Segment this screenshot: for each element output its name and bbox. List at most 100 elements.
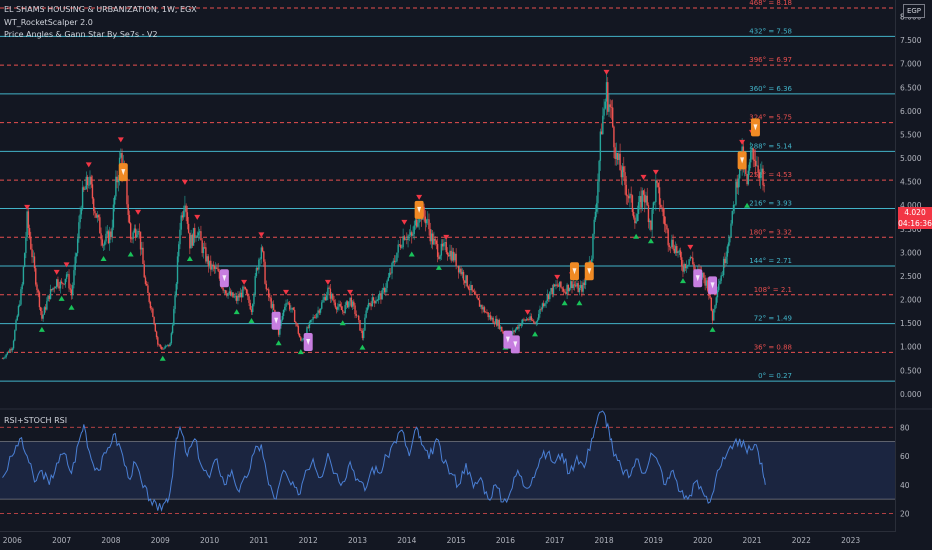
candle-body (150, 308, 153, 309)
candle-body (201, 240, 203, 254)
time-axis-tick: 2009 (151, 536, 170, 545)
gann-level-label: 216° = 3.93 (749, 199, 792, 207)
candle-body (102, 245, 105, 246)
candle-body (486, 312, 488, 313)
candle-body (69, 288, 71, 290)
candle-body (289, 303, 291, 310)
candle-body (713, 309, 715, 321)
candle-body (483, 307, 486, 313)
candle-body (757, 165, 759, 173)
candle-body (162, 348, 164, 350)
indicator-gann-star[interactable]: Price Angles & Gann Star By Se7s - V2 (4, 30, 158, 39)
candle-body (208, 260, 211, 267)
candle-body (56, 279, 58, 288)
candle-body (372, 297, 375, 301)
buy-signal-triangle (339, 320, 346, 326)
candle-body (322, 299, 324, 303)
gann-level-label: 288° = 5.14 (749, 142, 792, 150)
candle-body (462, 271, 465, 281)
candle-body (600, 131, 603, 135)
price-axis-tick: 3.500 (900, 225, 922, 234)
buy-signal-triangle (709, 326, 716, 332)
candle-body (452, 251, 455, 261)
candle-body (302, 338, 304, 340)
candle-body (657, 182, 660, 188)
candle-body (138, 231, 141, 232)
candle-body (611, 107, 614, 127)
candle-body (121, 153, 123, 172)
candle-body (35, 268, 37, 285)
candle-body (653, 202, 656, 203)
gann-level-label: 72° = 1.49 (754, 315, 792, 323)
candle-body (681, 257, 683, 267)
indicator-rocketscalper[interactable]: WT_RocketScalper 2.0 (4, 18, 93, 27)
candle-body (86, 176, 89, 186)
time-axis-tick: 2020 (693, 536, 712, 545)
candle-body (298, 333, 301, 338)
candle-body (443, 243, 445, 247)
buy-signal-triangle (647, 238, 654, 244)
candle-body (284, 306, 286, 310)
candle-body (38, 292, 41, 308)
candle-body (608, 104, 610, 112)
candle-body (423, 206, 425, 217)
candle-body (494, 318, 497, 325)
candle-body (434, 238, 436, 241)
gann-level-label: 0° = 0.27 (758, 372, 792, 380)
candle-body (344, 305, 346, 313)
candle-body (323, 297, 325, 300)
rsi-indicator-label[interactable]: RSI+STOCH RSI (4, 416, 68, 425)
candle-body (340, 306, 343, 311)
candle-body (530, 316, 533, 321)
candle-body (482, 307, 484, 310)
price-axis-tick: 4.000 (900, 201, 922, 210)
candle-body (464, 280, 466, 284)
candle-body (217, 268, 219, 272)
buy-signal-triangle (100, 255, 107, 261)
candle-body (334, 302, 337, 308)
signal-badge-glyph (417, 206, 422, 213)
candle-body (78, 222, 80, 239)
candle-body (579, 285, 582, 289)
candle-body (229, 291, 232, 296)
candle-body (396, 252, 398, 262)
candle-body (16, 315, 18, 321)
candle-body (7, 351, 10, 353)
candle-body (268, 289, 270, 298)
candle-body (619, 153, 621, 171)
candle-body (391, 262, 393, 274)
candle-body (41, 311, 43, 319)
buy-signal-triangle (159, 355, 166, 361)
candle-body (558, 281, 561, 287)
candle-body (722, 258, 725, 276)
candle-body (403, 236, 406, 240)
candle-body (192, 227, 195, 246)
candle-body (324, 297, 327, 301)
time-axis-tick: 2018 (595, 536, 614, 545)
candle-body (626, 195, 629, 197)
buy-signal-triangle (58, 295, 65, 301)
candle-body (683, 264, 685, 272)
sell-signal-triangle (347, 289, 354, 295)
signal-badge-glyph (222, 275, 227, 282)
price-axis-tick: 0.500 (900, 366, 922, 375)
candle-body (358, 315, 360, 321)
sell-signal-triangle (194, 214, 201, 220)
candle-body (424, 216, 427, 224)
candle-body (668, 245, 671, 247)
price-axis-tick: 2.500 (900, 272, 922, 281)
candle-body (555, 284, 557, 287)
sell-signal-triangle (241, 279, 248, 285)
candle-body (745, 165, 747, 175)
candle-body (514, 329, 517, 332)
candle-body (22, 266, 25, 285)
candle-body (46, 301, 48, 310)
candle-body (390, 272, 392, 274)
candle-body (143, 264, 145, 278)
candle-body (261, 247, 264, 252)
buy-signal-triangle (359, 344, 366, 350)
candle-body (349, 297, 351, 302)
gann-level-label: 360° = 6.36 (749, 85, 792, 93)
candle-body (10, 349, 12, 351)
